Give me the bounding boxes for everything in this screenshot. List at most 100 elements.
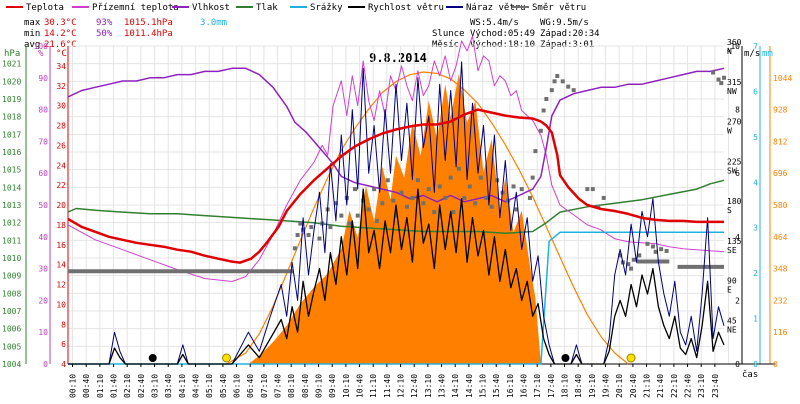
wind-direction-point (432, 210, 437, 215)
direction-tick-label: 45 (727, 316, 737, 325)
pressure-tick-label: 1012 (2, 219, 21, 228)
x-tick-label: 20:10 (615, 374, 624, 398)
wind-direction-point (462, 195, 467, 200)
wind-direction-point (437, 184, 442, 189)
direction-cardinal-label: NE (727, 325, 737, 334)
humidity-tick-label: 40 (38, 233, 48, 242)
wind-direction-point (385, 178, 390, 183)
wind-direction-point (560, 79, 565, 84)
legend-label: Rychlost větru (368, 3, 444, 13)
humidity-tick-label: 20 (38, 296, 48, 305)
solar-tick-label: 580 (773, 201, 788, 210)
wind-direction-point (473, 201, 478, 206)
humidity-tick-label: 0 (43, 360, 48, 369)
pressure-tick-label: 1004 (2, 360, 21, 369)
pressure-axis-unit: hPa (4, 49, 20, 59)
stat-value: 30.3°C (44, 18, 77, 28)
humidity-line (67, 67, 725, 203)
wind-direction-point (298, 221, 303, 226)
solar-tick-label: 696 (773, 169, 788, 178)
sunset-time: Západ:20:34 (540, 29, 600, 39)
temperature-tick-label: 26 (56, 141, 66, 150)
direction-cardinal-label: NW (727, 87, 737, 96)
stat-value: avg (24, 40, 40, 50)
x-tick-label: 15:40 (492, 374, 501, 398)
pressure-tick-label: 1009 (2, 272, 21, 281)
chart-title: 9.8.2014 (369, 51, 427, 65)
x-tick-label: 16:40 (520, 374, 529, 398)
direction-cardinal-label: E (727, 286, 732, 295)
wind-tick-label: 8 (735, 106, 740, 115)
pressure-tick-label: 1006 (2, 325, 21, 334)
x-tick-label: 18:40 (574, 374, 583, 398)
x-tick-label: 10:10 (342, 374, 351, 398)
x-tick-label: 21:40 (656, 374, 665, 398)
solar-radiation-area (68, 73, 724, 365)
moon-marker (148, 354, 157, 362)
wind-axis-unit: m/s (744, 49, 760, 59)
wind-direction-point (650, 244, 655, 249)
x-tick-label: 00:10 (69, 374, 78, 398)
stat-value: 14.2°C (44, 29, 77, 39)
x-tick-label: 16:10 (506, 374, 515, 398)
direction-cardinal-label: SE (727, 246, 737, 255)
wind-direction-point (489, 204, 494, 209)
direction-cardinal-label: SW (727, 166, 737, 175)
ground-temperature-line (67, 35, 725, 282)
wind-direction-point (719, 81, 724, 86)
solar-tick-label: 0 (773, 360, 778, 369)
wind-direction-point (328, 225, 333, 230)
pressure-tick-label: 1005 (2, 342, 21, 351)
x-tick-label: 20:40 (629, 374, 638, 398)
wind-direction-point (626, 262, 631, 267)
direction-tick-label: 180 (727, 197, 742, 206)
temperature-tick-label: 6 (61, 340, 66, 349)
x-tick-label: 07:10 (260, 374, 269, 398)
rain-tick-label: 0 (753, 360, 758, 369)
rain-tick-label: 3 (753, 224, 758, 233)
wind-direction-point (555, 74, 560, 79)
wind-speed-stat: WS:5.4m/s (470, 18, 519, 28)
wind-direction-point (292, 246, 297, 251)
stat-value: 1011.4hPa (124, 29, 173, 39)
wind-direction-point (399, 190, 404, 195)
pressure-line (67, 179, 725, 235)
wind-direction-point (421, 201, 426, 206)
x-axis-label: čas (742, 369, 758, 380)
humidity-tick-label: 90 (38, 74, 48, 83)
pressure-tick-label: 1007 (2, 307, 21, 316)
wind-direction-point (301, 227, 306, 232)
rain-tick-label: 1 (753, 315, 758, 324)
x-tick-label: 17:10 (533, 374, 542, 398)
wind-direction-point (317, 236, 322, 241)
temperature-tick-label: 34 (56, 62, 66, 71)
wind-direction-point (380, 201, 385, 206)
wind-tick-label: 10 (730, 42, 740, 51)
sun-label: Slunce (432, 29, 465, 39)
x-tick-label: 03:10 (151, 374, 160, 398)
x-tick-label: 11:40 (383, 374, 392, 398)
wind-direction-point (716, 77, 721, 82)
humidity-tick-label: 60 (38, 169, 48, 178)
wind-direction-point (533, 149, 538, 154)
temperature-tick-label: 22 (56, 181, 66, 190)
x-tick-label: 01:40 (110, 374, 119, 398)
wind-direction-point (426, 187, 431, 192)
x-tick-label: 07:40 (274, 374, 283, 398)
wind-direction-point (659, 247, 664, 252)
stat-value: 3.0mm (200, 18, 227, 28)
wind-direction-point (527, 195, 532, 200)
solar-tick-label: 348 (773, 265, 788, 274)
stat-value: 21.6°C (44, 40, 77, 50)
stat-value: min (24, 29, 40, 39)
x-tick-label: 22:40 (684, 374, 693, 398)
wind-tick-label: 6 (735, 169, 740, 178)
wind-direction-point (722, 75, 726, 80)
temperature-tick-label: 32 (56, 82, 66, 91)
wind-direction-point (538, 128, 543, 133)
legend-label: Směr větru (532, 3, 586, 13)
x-tick-label: 12:40 (410, 374, 419, 398)
axes: hPa% °C ° m/s mm1004100510061007100810091010… (2, 38, 792, 369)
x-tick-label: 23:10 (697, 374, 706, 398)
humidity-tick-label: 80 (38, 106, 48, 115)
